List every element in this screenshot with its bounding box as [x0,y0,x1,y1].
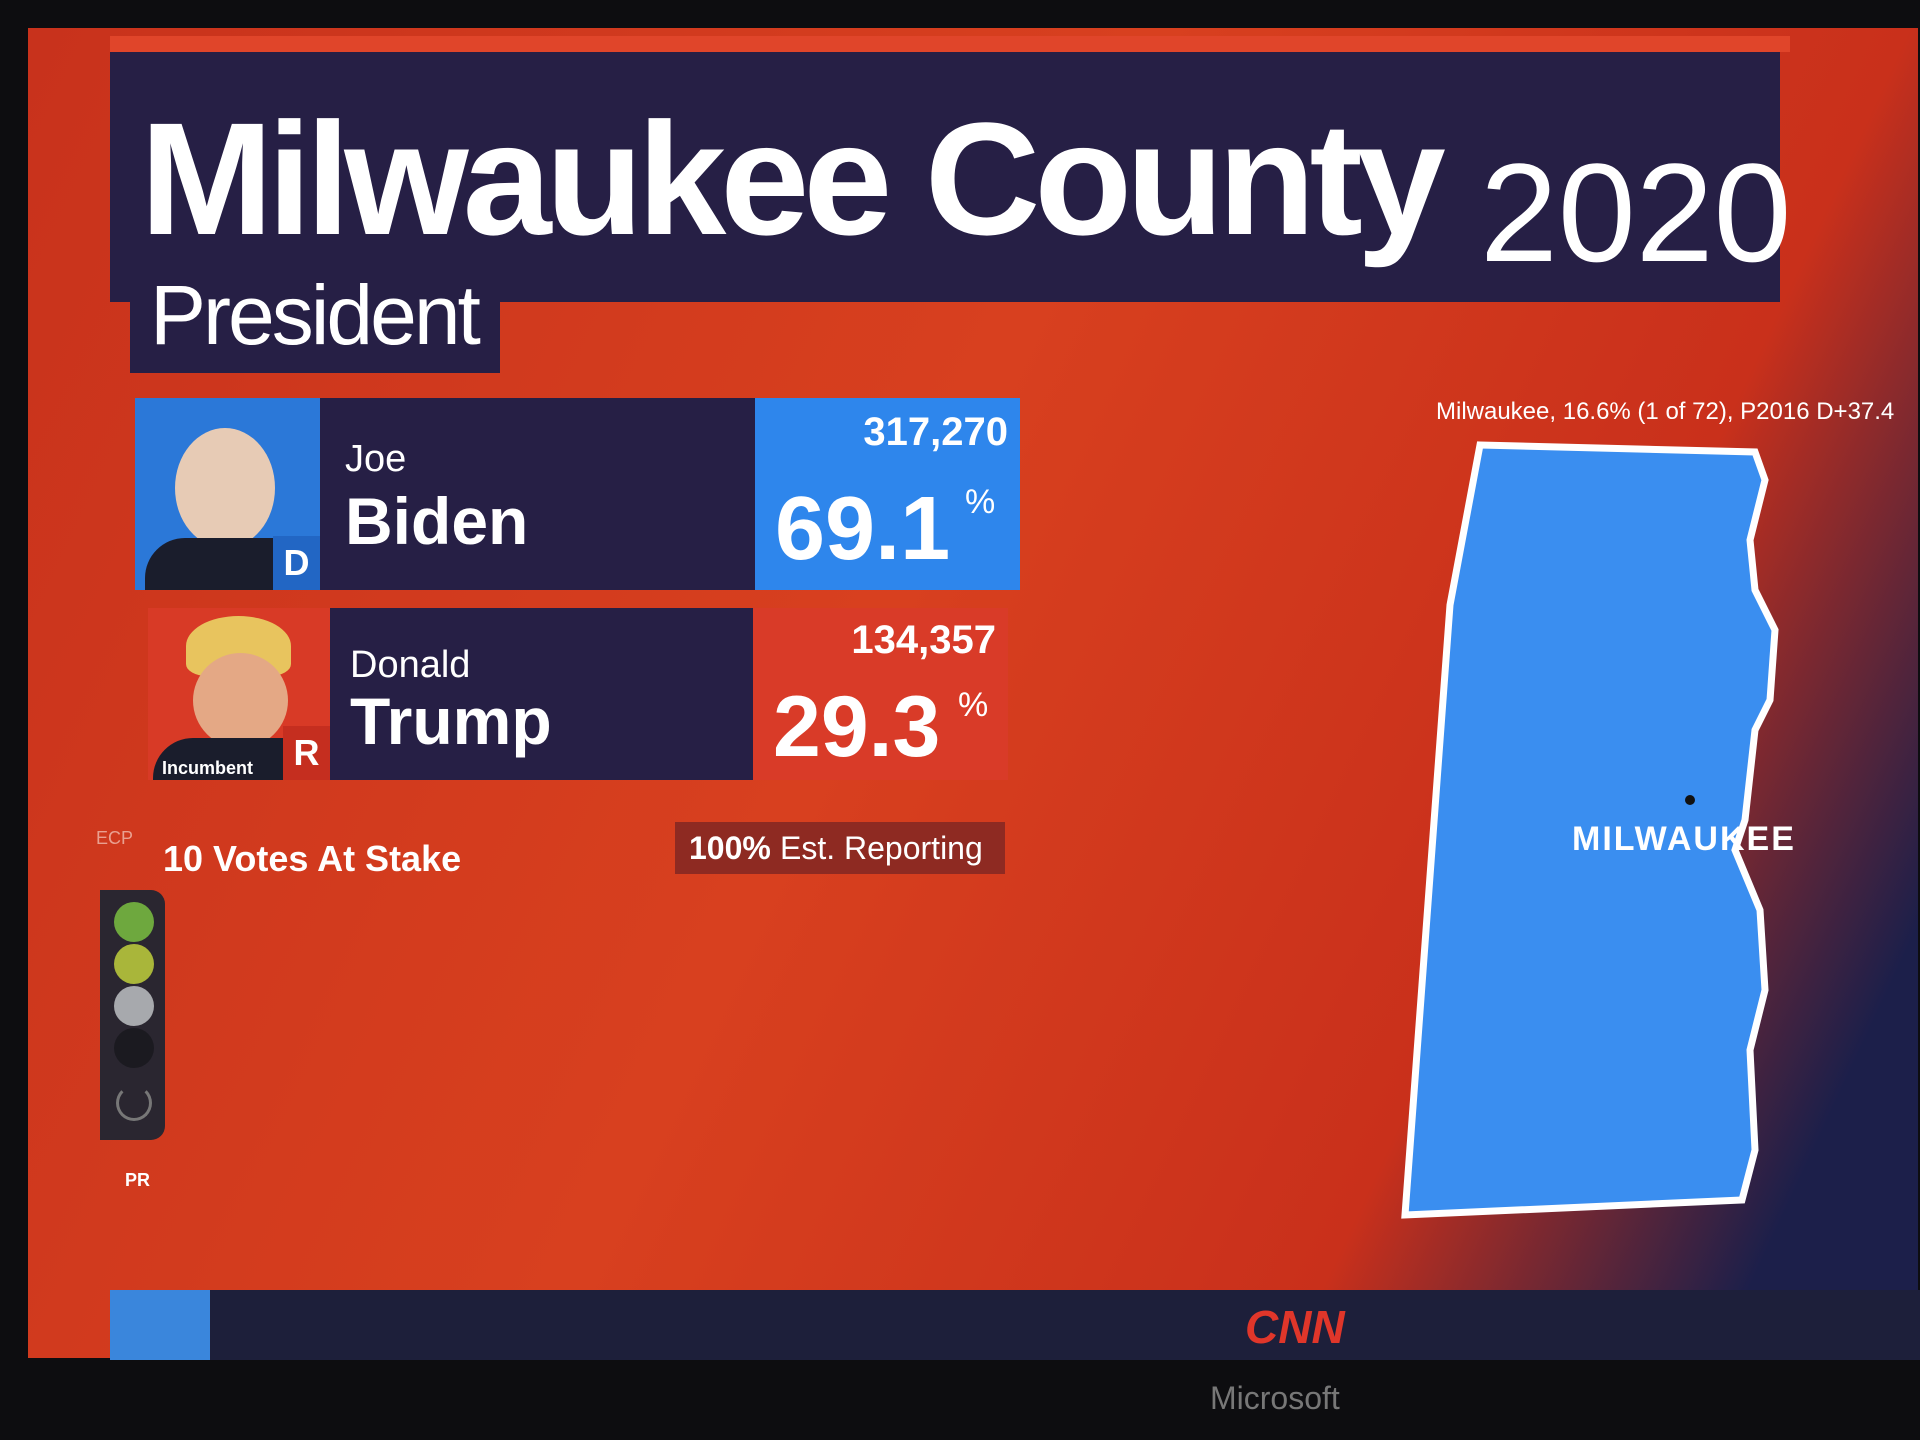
reporting-label: Est. Reporting [780,830,983,866]
party: R [283,726,330,780]
title-bar: Milwaukee County 2020 [110,52,1791,302]
party: D [273,536,320,590]
first-name: Joe [345,438,407,480]
pr-label: PR [125,1170,151,1190]
result-box: 317,270 69.1 % [755,398,1020,590]
city-dot [1685,795,1695,805]
incumbent-badge: Incumbent [162,758,254,778]
race: President [150,268,481,362]
candidate-photo: Incumbent R [148,608,330,780]
county-shape[interactable] [1401,441,1779,1219]
county-map[interactable] [1390,430,1780,1230]
tool-button[interactable] [114,986,154,1026]
votes: 317,270 [863,410,1008,454]
tool-button[interactable] [114,902,154,942]
network-logo: CNN [1245,1301,1345,1353]
last-name: Biden [345,484,529,558]
percent-sign: % [965,483,996,521]
title-stripe [110,36,1790,52]
candidate-photo: D [135,398,320,590]
reporting-box: 100% Est. Reporting [675,822,1005,874]
city-label: MILWAUKEE [1572,820,1796,858]
ecp-label: ECP [96,828,134,848]
title: Milwaukee County [140,89,1446,268]
last-name: Trump [350,684,552,758]
percent-sign: % [958,686,989,724]
tool-button[interactable] [114,1028,154,1068]
votes: 134,357 [851,618,996,662]
tool-button[interactable] [114,944,154,984]
percent: 69.1 [775,479,951,579]
undo-button[interactable] [116,1085,152,1121]
votes-at-stake: 10 Votes At Stake [163,838,462,879]
first-name: Donald [350,644,471,686]
race-box: President [130,255,500,373]
tool-panel [100,890,165,1140]
year: 2020 [1480,134,1792,291]
bar-swatch [110,1290,210,1360]
bottom-bar: CNN [110,1290,1920,1360]
reporting-percent: 100% [689,830,771,866]
map-info: Milwaukee, 16.6% (1 of 72), P2016 D+37.4 [1436,398,1895,425]
candidate-row: D Joe Biden 317,270 69.1 % [135,398,1020,590]
percent: 29.3 [773,679,941,775]
monitor-brand: Microsoft [1210,1380,1340,1416]
candidate-row: Incumbent R Donald Trump 134,357 29.3 % [148,608,1008,780]
result-box: 134,357 29.3 % [753,608,1008,780]
